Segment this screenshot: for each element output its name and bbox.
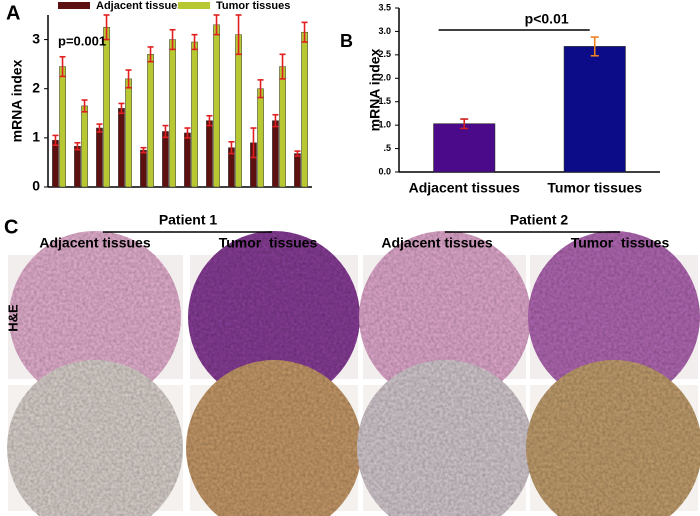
y-tick-label: 3.0 xyxy=(378,26,391,36)
bar xyxy=(140,149,147,188)
legend-label: Adjacent tissues xyxy=(96,0,183,12)
annotation: p<0.01 xyxy=(525,11,569,27)
panel-label: B xyxy=(340,31,353,51)
bar xyxy=(272,120,279,188)
bar xyxy=(294,153,301,188)
stain-label: H&E xyxy=(5,304,20,332)
y-tick-label: 0.0 xyxy=(378,166,391,176)
bar xyxy=(279,66,286,188)
y-tick-label: .5 xyxy=(383,143,391,153)
bar xyxy=(433,123,496,173)
column-label: Tumor tissues xyxy=(571,235,670,251)
bar xyxy=(52,140,59,188)
y-tick-label: 2 xyxy=(32,79,40,95)
y-tick-label: 1.5 xyxy=(378,96,391,106)
y-axis-label: mRNA index xyxy=(9,59,25,142)
bar xyxy=(301,31,308,188)
y-tick-label: 0 xyxy=(32,178,40,194)
legend-swatch xyxy=(58,2,90,9)
bar xyxy=(184,132,191,188)
bar xyxy=(213,24,220,188)
x-tick-label: Adjacent tissues xyxy=(409,180,520,196)
bar xyxy=(96,127,103,188)
bar xyxy=(81,105,88,188)
bar xyxy=(169,39,176,188)
bar xyxy=(257,88,264,188)
bar xyxy=(191,41,198,188)
annotation: p=0.001 xyxy=(58,33,106,48)
y-tick-label: 1.0 xyxy=(378,120,391,130)
y-tick-label: 2.0 xyxy=(378,73,391,83)
column-label: Tumor tissues xyxy=(219,235,318,251)
bar xyxy=(147,54,154,188)
bar xyxy=(59,66,66,188)
y-axis-label: mRNA index xyxy=(367,48,383,131)
bar xyxy=(74,145,81,188)
bar xyxy=(206,120,213,188)
column-label: Adjacent tissues xyxy=(381,235,492,251)
legend-label: Tumor tissues xyxy=(216,0,290,12)
y-tick-label: 1 xyxy=(32,129,40,145)
patient-label: Patient 1 xyxy=(159,212,218,228)
bar xyxy=(563,46,626,173)
y-tick-label: 3.5 xyxy=(378,2,391,12)
bar xyxy=(118,108,125,188)
bar xyxy=(103,27,110,188)
panel-label: C xyxy=(4,216,18,238)
y-tick-label: 2.5 xyxy=(378,49,391,59)
legend-swatch xyxy=(178,2,210,9)
bar xyxy=(125,78,132,188)
patient-label: Patient 2 xyxy=(510,212,569,228)
bar xyxy=(162,131,169,188)
column-label: Adjacent tissues xyxy=(39,235,150,251)
x-tick-label: Tumor tissues xyxy=(547,180,642,196)
panel-label: A xyxy=(6,2,20,24)
tissue-images xyxy=(7,231,700,516)
y-tick-label: 3 xyxy=(32,30,40,46)
bar xyxy=(235,34,242,188)
